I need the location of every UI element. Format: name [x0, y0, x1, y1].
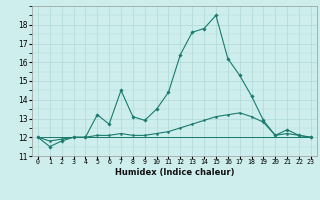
X-axis label: Humidex (Indice chaleur): Humidex (Indice chaleur)	[115, 168, 234, 177]
